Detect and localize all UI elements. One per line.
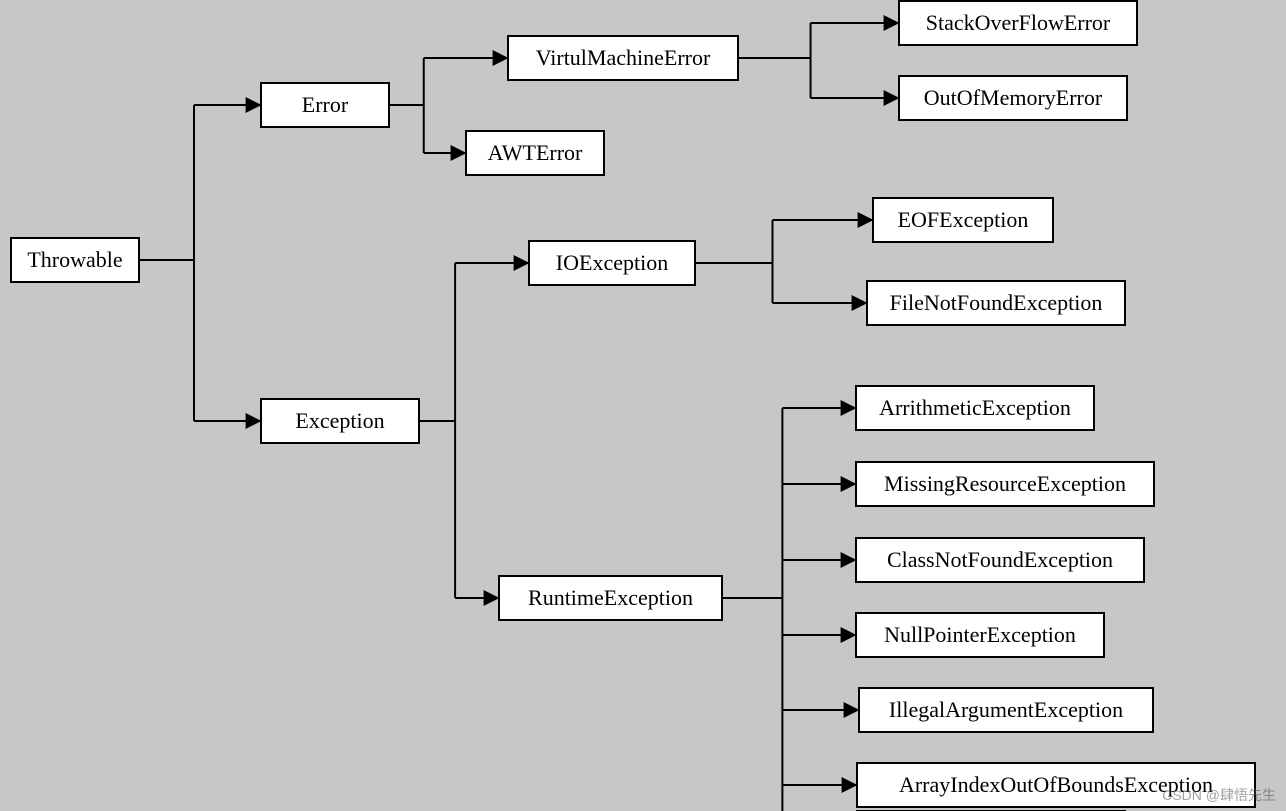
node-label: RuntimeException	[528, 585, 693, 611]
node-ioexception: IOException	[528, 240, 696, 286]
node-label: MissingResourceException	[884, 471, 1126, 497]
node-label: EOFException	[898, 207, 1029, 233]
node-awterr: AWTError	[465, 130, 605, 176]
node-nullpointer: NullPointerException	[855, 612, 1105, 658]
node-arithmetic: ArrithmeticException	[855, 385, 1095, 431]
node-exception: Exception	[260, 398, 420, 444]
node-label: Error	[302, 92, 348, 118]
node-label: NullPointerException	[884, 622, 1076, 648]
node-label: AWTError	[488, 140, 583, 166]
node-illegalarg: IllegalArgumentException	[858, 687, 1154, 733]
node-eofexception: EOFException	[872, 197, 1054, 243]
node-filenotfound: FileNotFoundException	[866, 280, 1126, 326]
node-label: ArrithmeticException	[879, 395, 1071, 421]
node-label: OutOfMemoryError	[924, 85, 1102, 111]
node-label: FileNotFoundException	[890, 290, 1103, 316]
node-runtime: RuntimeException	[498, 575, 723, 621]
node-stackoverflow: StackOverFlowError	[898, 0, 1138, 46]
node-label: IllegalArgumentException	[889, 697, 1123, 723]
node-error: Error	[260, 82, 390, 128]
node-throwable: Throwable	[10, 237, 140, 283]
node-label: Exception	[295, 408, 384, 434]
node-vmerror: VirtulMachineError	[507, 35, 739, 81]
watermark-text: CSDN @肆悟先生	[1162, 785, 1276, 805]
node-label: IOException	[556, 250, 668, 276]
throwable-hierarchy-diagram: Throwable Error Exception VirtulMachineErro…	[0, 0, 1286, 811]
node-label: ClassNotFoundException	[887, 547, 1113, 573]
node-missingresource: MissingResourceException	[855, 461, 1155, 507]
node-label: VirtulMachineError	[536, 45, 711, 71]
node-label: Throwable	[27, 247, 122, 273]
node-label: StackOverFlowError	[926, 10, 1111, 36]
node-outofmemory: OutOfMemoryError	[898, 75, 1128, 121]
node-classnotfound: ClassNotFoundException	[855, 537, 1145, 583]
